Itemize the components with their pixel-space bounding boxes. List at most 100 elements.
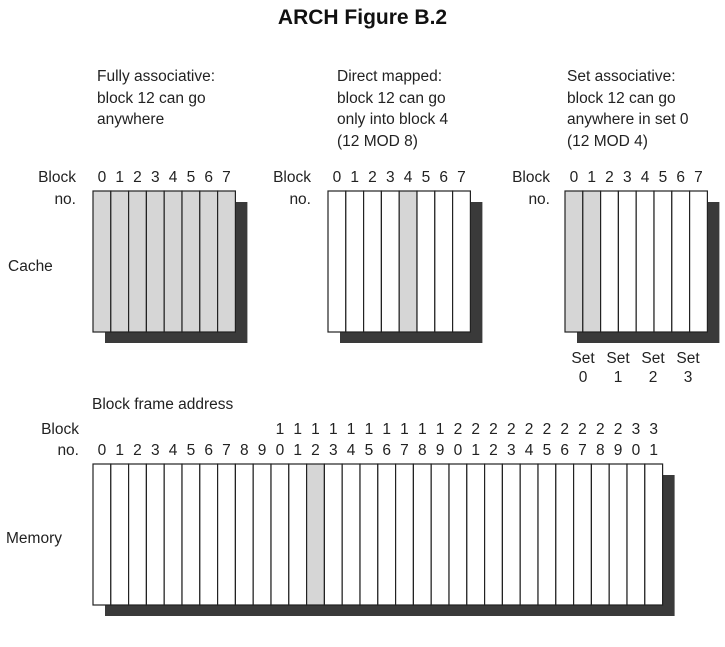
memory-block — [626, 463, 646, 606]
cache-block-highlighted — [181, 190, 201, 333]
memory-block-number-ones: 6 — [204, 442, 213, 459]
memory-block — [323, 463, 343, 606]
cache-block-highlighted — [398, 190, 418, 333]
memory-block-number-tens: 1 — [275, 421, 285, 438]
memory-block-number-tens: 1 — [382, 421, 391, 438]
fully-block-label: Block no. — [38, 169, 76, 208]
cache-block-number: 4 — [640, 169, 650, 186]
memory-block — [181, 463, 201, 606]
cache-block — [380, 190, 400, 333]
memory-block-number-tens: 1 — [328, 421, 338, 438]
memory-block-number-ones: 8 — [595, 442, 605, 459]
cache-block-number: 3 — [385, 169, 395, 186]
memory-block — [484, 463, 504, 606]
memory-block-number-ones: 9 — [257, 442, 267, 459]
cache-block — [363, 190, 383, 333]
cache-block-highlighted — [92, 190, 112, 333]
description-line: block 12 can go — [97, 89, 206, 107]
memory-block — [163, 463, 183, 606]
cache-block-number: 7 — [694, 169, 703, 186]
memory-block-number-ones: 2 — [489, 442, 498, 459]
memory-block-number-ones: 6 — [560, 442, 569, 459]
description-line: (12 MOD 4) — [567, 132, 648, 150]
memory-block-number-tens: 1 — [311, 421, 320, 438]
cache-block-number: 0 — [569, 169, 579, 186]
memory-block — [395, 463, 415, 606]
fully-associative-description: Fully associative: block 12 can go anywh… — [97, 66, 215, 131]
set-block-label: Block no. — [512, 169, 550, 208]
cache-block-number: 2 — [605, 169, 614, 186]
memory-block — [234, 463, 254, 606]
memory-block-number-tens: 1 — [435, 421, 445, 438]
memory-block-number-ones: 3 — [328, 442, 338, 459]
memory-block — [252, 463, 272, 606]
set-associative-description: Set associative: block 12 can go anywher… — [567, 66, 689, 152]
memory-block-label: Block no. — [41, 421, 79, 459]
direct-block-label: Block no. — [273, 169, 311, 208]
memory-block — [501, 463, 521, 606]
memory-block-number-ones: 5 — [542, 442, 552, 459]
memory-block-number-ones: 6 — [382, 442, 391, 459]
memory-block-number-tens: 2 — [560, 421, 569, 438]
cache-block-number: 1 — [587, 169, 596, 186]
cache-block-highlighted — [163, 190, 183, 333]
memory-block-number-tens: 2 — [613, 421, 623, 438]
description-line: Fully associative: — [97, 68, 216, 85]
set-label-0: Set 0 — [571, 350, 595, 386]
memory-block-number-ones: 7 — [578, 442, 587, 459]
memory-label: Memory — [6, 530, 62, 547]
cache-block — [345, 190, 365, 333]
memory-block — [128, 463, 148, 606]
memory-block-number-tens: 1 — [417, 421, 427, 438]
cache-block — [653, 190, 673, 333]
memory-block — [466, 463, 486, 606]
description-line: anywhere — [97, 111, 165, 128]
memory-block-number-ones: 0 — [97, 442, 107, 459]
memory-block-number-ones: 3 — [150, 442, 160, 459]
description-line: only into block 4 — [337, 111, 449, 128]
cache-block-highlighted — [199, 190, 219, 333]
cache-block-number: 1 — [115, 169, 124, 186]
description-line: Direct mapped: — [337, 68, 443, 85]
cache-block-highlighted — [145, 190, 165, 333]
memory-block-number-ones: 4 — [168, 442, 178, 459]
cache-block-number: 7 — [457, 169, 466, 186]
memory-block-number-ones: 7 — [400, 442, 409, 459]
cache-block-number: 6 — [204, 169, 213, 186]
memory-block-number-ones: 0 — [453, 442, 463, 459]
cache-block-highlighted — [564, 190, 584, 333]
memory-block-number-ones: 5 — [186, 442, 196, 459]
description-line: Set associative: — [567, 68, 676, 85]
memory-block-number-tens: 3 — [649, 421, 658, 438]
memory-block — [270, 463, 290, 606]
cache-block-number: 0 — [97, 169, 107, 186]
direct-mapped-description: Direct mapped: block 12 can go only into… — [337, 66, 448, 152]
set-label-1: Set 1 — [606, 350, 630, 386]
cache-block-number: 2 — [133, 169, 142, 186]
cache-block-highlighted — [217, 190, 237, 333]
memory-block — [572, 463, 592, 606]
cache-block — [452, 190, 472, 333]
memory-block-number-tens: 1 — [293, 421, 302, 438]
memory-block-number-ones: 0 — [631, 442, 641, 459]
set-label-2: Set 2 — [641, 350, 665, 386]
description-line: anywhere in set 0 — [567, 111, 689, 128]
memory-block-number-tens: 2 — [506, 421, 516, 438]
cache-block-number: 6 — [439, 169, 448, 186]
memory-block — [644, 463, 664, 606]
cache-label: Cache — [8, 258, 53, 275]
memory-block-number-tens: 2 — [542, 421, 552, 438]
memory-block — [288, 463, 308, 606]
cache-block-number: 4 — [403, 169, 413, 186]
memory-block-number-tens: 1 — [346, 421, 356, 438]
memory-block — [608, 463, 628, 606]
cache-block-highlighted — [110, 190, 130, 333]
memory-block-number-tens: 2 — [471, 421, 480, 438]
memory-block — [519, 463, 539, 606]
memory-block-number-ones: 4 — [524, 442, 534, 459]
memory-block-number-tens: 2 — [489, 421, 498, 438]
memory-block-highlighted — [306, 463, 326, 606]
cache-block-highlighted — [582, 190, 602, 333]
memory-block-number-tens: 2 — [578, 421, 587, 438]
